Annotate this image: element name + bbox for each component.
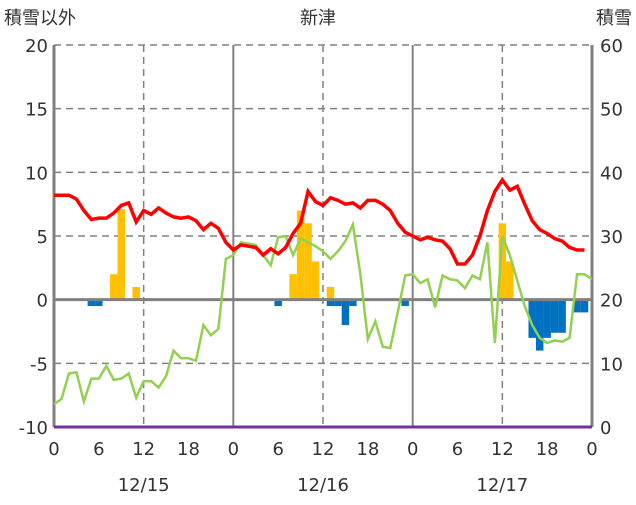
- snow-decrease-bar: [349, 299, 357, 307]
- snow-decrease-bar: [95, 299, 103, 307]
- temperature-line: [54, 176, 585, 266]
- precip-bar: [498, 223, 507, 300]
- precip-bar: [311, 261, 320, 300]
- snow-decrease-bar: [535, 299, 544, 351]
- chart-title: 新津: [300, 8, 336, 29]
- date-label: 12/17: [476, 475, 528, 496]
- left-tick-label: 5: [37, 227, 48, 248]
- snow-decrease-bar: [87, 299, 96, 307]
- precip-bar: [304, 223, 312, 300]
- left-tick-label: 20: [25, 36, 48, 57]
- right-tick-label: 0: [600, 418, 611, 439]
- precip-bar: [506, 261, 514, 300]
- x-tick-label: 12: [491, 439, 514, 460]
- left-tick-label: 15: [25, 100, 48, 121]
- x-tick-label: 6: [93, 439, 104, 460]
- precip-bar: [326, 286, 335, 300]
- x-tick-label: 18: [177, 439, 200, 460]
- snow-decrease-bar: [543, 299, 551, 338]
- x-tick-label: 12: [312, 439, 335, 460]
- x-tick-label: 0: [407, 439, 418, 460]
- precip-bar: [132, 286, 140, 300]
- snow-decrease-bar: [550, 299, 559, 333]
- snow-decrease-bar: [528, 299, 536, 338]
- snow-decrease-bar: [326, 299, 335, 307]
- snow-decrease-bar: [573, 299, 581, 313]
- right-tick-label: 40: [600, 163, 623, 184]
- precip-bar: [296, 210, 305, 300]
- left-tick-label: -5: [30, 354, 48, 375]
- right-tick-label: 20: [600, 291, 623, 312]
- x-tick-label: 0: [586, 439, 597, 460]
- x-tick-label: 12: [132, 439, 155, 460]
- left-tick-label: 0: [37, 291, 48, 312]
- left-axis-title: 積雪以外: [4, 8, 76, 29]
- x-tick-label: 6: [272, 439, 283, 460]
- snow-decrease-bar: [580, 299, 589, 313]
- snow-decrease-bar: [334, 299, 342, 307]
- precip-bar: [289, 274, 297, 300]
- precip-bar: [110, 274, 118, 300]
- right-tick-label: 30: [600, 227, 623, 248]
- date-label: 12/15: [118, 475, 170, 496]
- snow-decrease-bar: [401, 299, 409, 307]
- x-tick-label: 18: [536, 439, 559, 460]
- right-tick-label: 10: [600, 354, 623, 375]
- left-tick-label: -10: [19, 418, 48, 439]
- x-tick-label: 6: [452, 439, 463, 460]
- x-tick-label: 0: [48, 439, 59, 460]
- right-tick-label: 50: [600, 100, 623, 121]
- x-tick-label: 0: [228, 439, 239, 460]
- right-axis-title: 積雪: [596, 8, 632, 29]
- snow-decrease-bar: [558, 299, 566, 333]
- right-tick-label: 60: [600, 36, 623, 57]
- x-tick-label: 18: [356, 439, 379, 460]
- date-label: 12/16: [297, 475, 349, 496]
- snow-decrease-bar: [274, 299, 282, 307]
- precip-bar: [117, 209, 125, 300]
- snow-depth-line: [53, 220, 593, 407]
- snow-decrease-bar: [341, 299, 350, 326]
- left-tick-label: 10: [25, 163, 48, 184]
